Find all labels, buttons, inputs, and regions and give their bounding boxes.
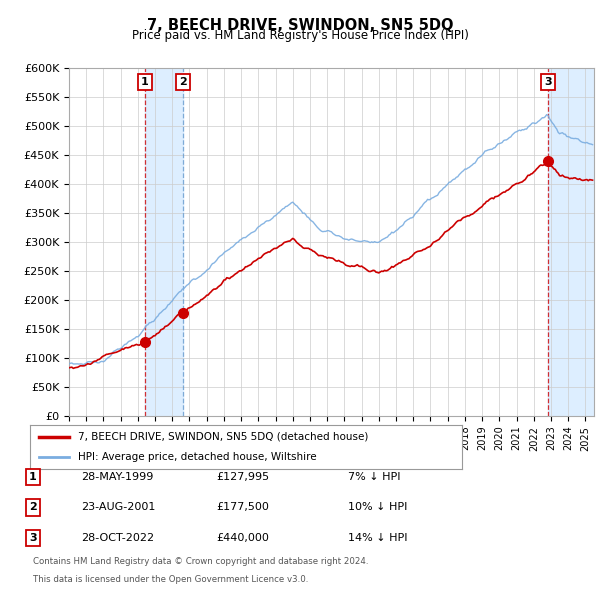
Text: £127,995: £127,995 (216, 472, 269, 481)
Text: 7, BEECH DRIVE, SWINDON, SN5 5DQ (detached house): 7, BEECH DRIVE, SWINDON, SN5 5DQ (detach… (77, 432, 368, 442)
Text: 7, BEECH DRIVE, SWINDON, SN5 5DQ: 7, BEECH DRIVE, SWINDON, SN5 5DQ (147, 18, 453, 32)
Text: 3: 3 (29, 533, 37, 543)
Text: 3: 3 (544, 77, 552, 87)
Text: Price paid vs. HM Land Registry's House Price Index (HPI): Price paid vs. HM Land Registry's House … (131, 30, 469, 42)
Bar (548, 68, 594, 416)
Text: £177,500: £177,500 (216, 503, 269, 512)
Text: 2: 2 (179, 77, 187, 87)
Text: This data is licensed under the Open Government Licence v3.0.: This data is licensed under the Open Gov… (33, 575, 308, 584)
Text: 1: 1 (141, 77, 149, 87)
Text: 28-MAY-1999: 28-MAY-1999 (81, 472, 154, 481)
Text: 10% ↓ HPI: 10% ↓ HPI (348, 503, 407, 512)
Text: 2: 2 (29, 503, 37, 512)
Text: 28-OCT-2022: 28-OCT-2022 (81, 533, 154, 543)
Bar (145, 68, 184, 416)
Text: 23-AUG-2001: 23-AUG-2001 (81, 503, 155, 512)
Text: 1: 1 (29, 472, 37, 481)
Text: 7% ↓ HPI: 7% ↓ HPI (348, 472, 401, 481)
Text: £440,000: £440,000 (216, 533, 269, 543)
Text: HPI: Average price, detached house, Wiltshire: HPI: Average price, detached house, Wilt… (77, 452, 316, 462)
Text: Contains HM Land Registry data © Crown copyright and database right 2024.: Contains HM Land Registry data © Crown c… (33, 558, 368, 566)
Text: 14% ↓ HPI: 14% ↓ HPI (348, 533, 407, 543)
